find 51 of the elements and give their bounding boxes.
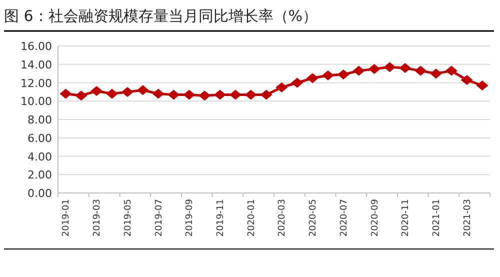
- x-tick-label: 2019-07: [154, 199, 164, 237]
- y-tick-label: 6.00: [28, 132, 52, 145]
- x-tick-label: 2019-05: [123, 199, 134, 237]
- x-tick-label: 2019-01: [62, 199, 72, 237]
- point: [445, 66, 458, 76]
- y-tick-label: 4.00: [28, 150, 52, 164]
- point: [322, 70, 334, 80]
- point: [368, 64, 380, 74]
- x-tick-label: 2020-05: [308, 199, 319, 237]
- point: [291, 78, 304, 88]
- point: [75, 90, 88, 101]
- point: [337, 69, 350, 80]
- x-tick-label: 2020-03: [278, 199, 288, 237]
- point: [106, 88, 118, 99]
- x-tick-label: 2020-07: [339, 199, 350, 237]
- x-tick-label: 2020-11: [401, 199, 412, 237]
- y-tick-label: 16.00: [20, 40, 52, 53]
- point: [60, 88, 72, 99]
- y-tick-label: 2.00: [28, 168, 52, 182]
- y-tick-label: 10.00: [20, 95, 52, 108]
- point: [306, 73, 319, 84]
- point: [384, 62, 396, 72]
- point: [399, 63, 412, 74]
- y-tick-label: 14.00: [20, 58, 52, 72]
- point: [90, 86, 103, 96]
- point: [168, 90, 180, 100]
- x-tick-label: 2021-01: [432, 199, 442, 237]
- point: [183, 90, 196, 100]
- title: 图 6：社会融资规模存量当月同比增长率（%）: [4, 7, 318, 25]
- point: [214, 90, 226, 100]
- point: [152, 88, 164, 99]
- point: [460, 74, 473, 85]
- x-tick-label: 2019-03: [92, 199, 103, 237]
- point: [244, 90, 257, 100]
- point: [136, 85, 149, 96]
- point: [260, 90, 272, 100]
- x-tick-label: 2019-11: [216, 199, 226, 237]
- point: [414, 66, 427, 76]
- point: [430, 68, 442, 79]
- x-tick-label: 2021-03: [462, 199, 473, 237]
- x-tick-label: 2020-09: [370, 198, 380, 237]
- y-tick-label: 0.00: [28, 187, 52, 200]
- y-tick-label: 12.00: [20, 76, 52, 90]
- x-tick-label: 2019-09: [185, 198, 196, 237]
- point: [476, 80, 488, 91]
- x-tick-label: 2020-01: [246, 199, 257, 237]
- point: [276, 82, 288, 92]
- point: [121, 86, 134, 97]
- point: [352, 66, 365, 76]
- point: [198, 90, 211, 101]
- y-tick-label: 8.00: [28, 114, 52, 126]
